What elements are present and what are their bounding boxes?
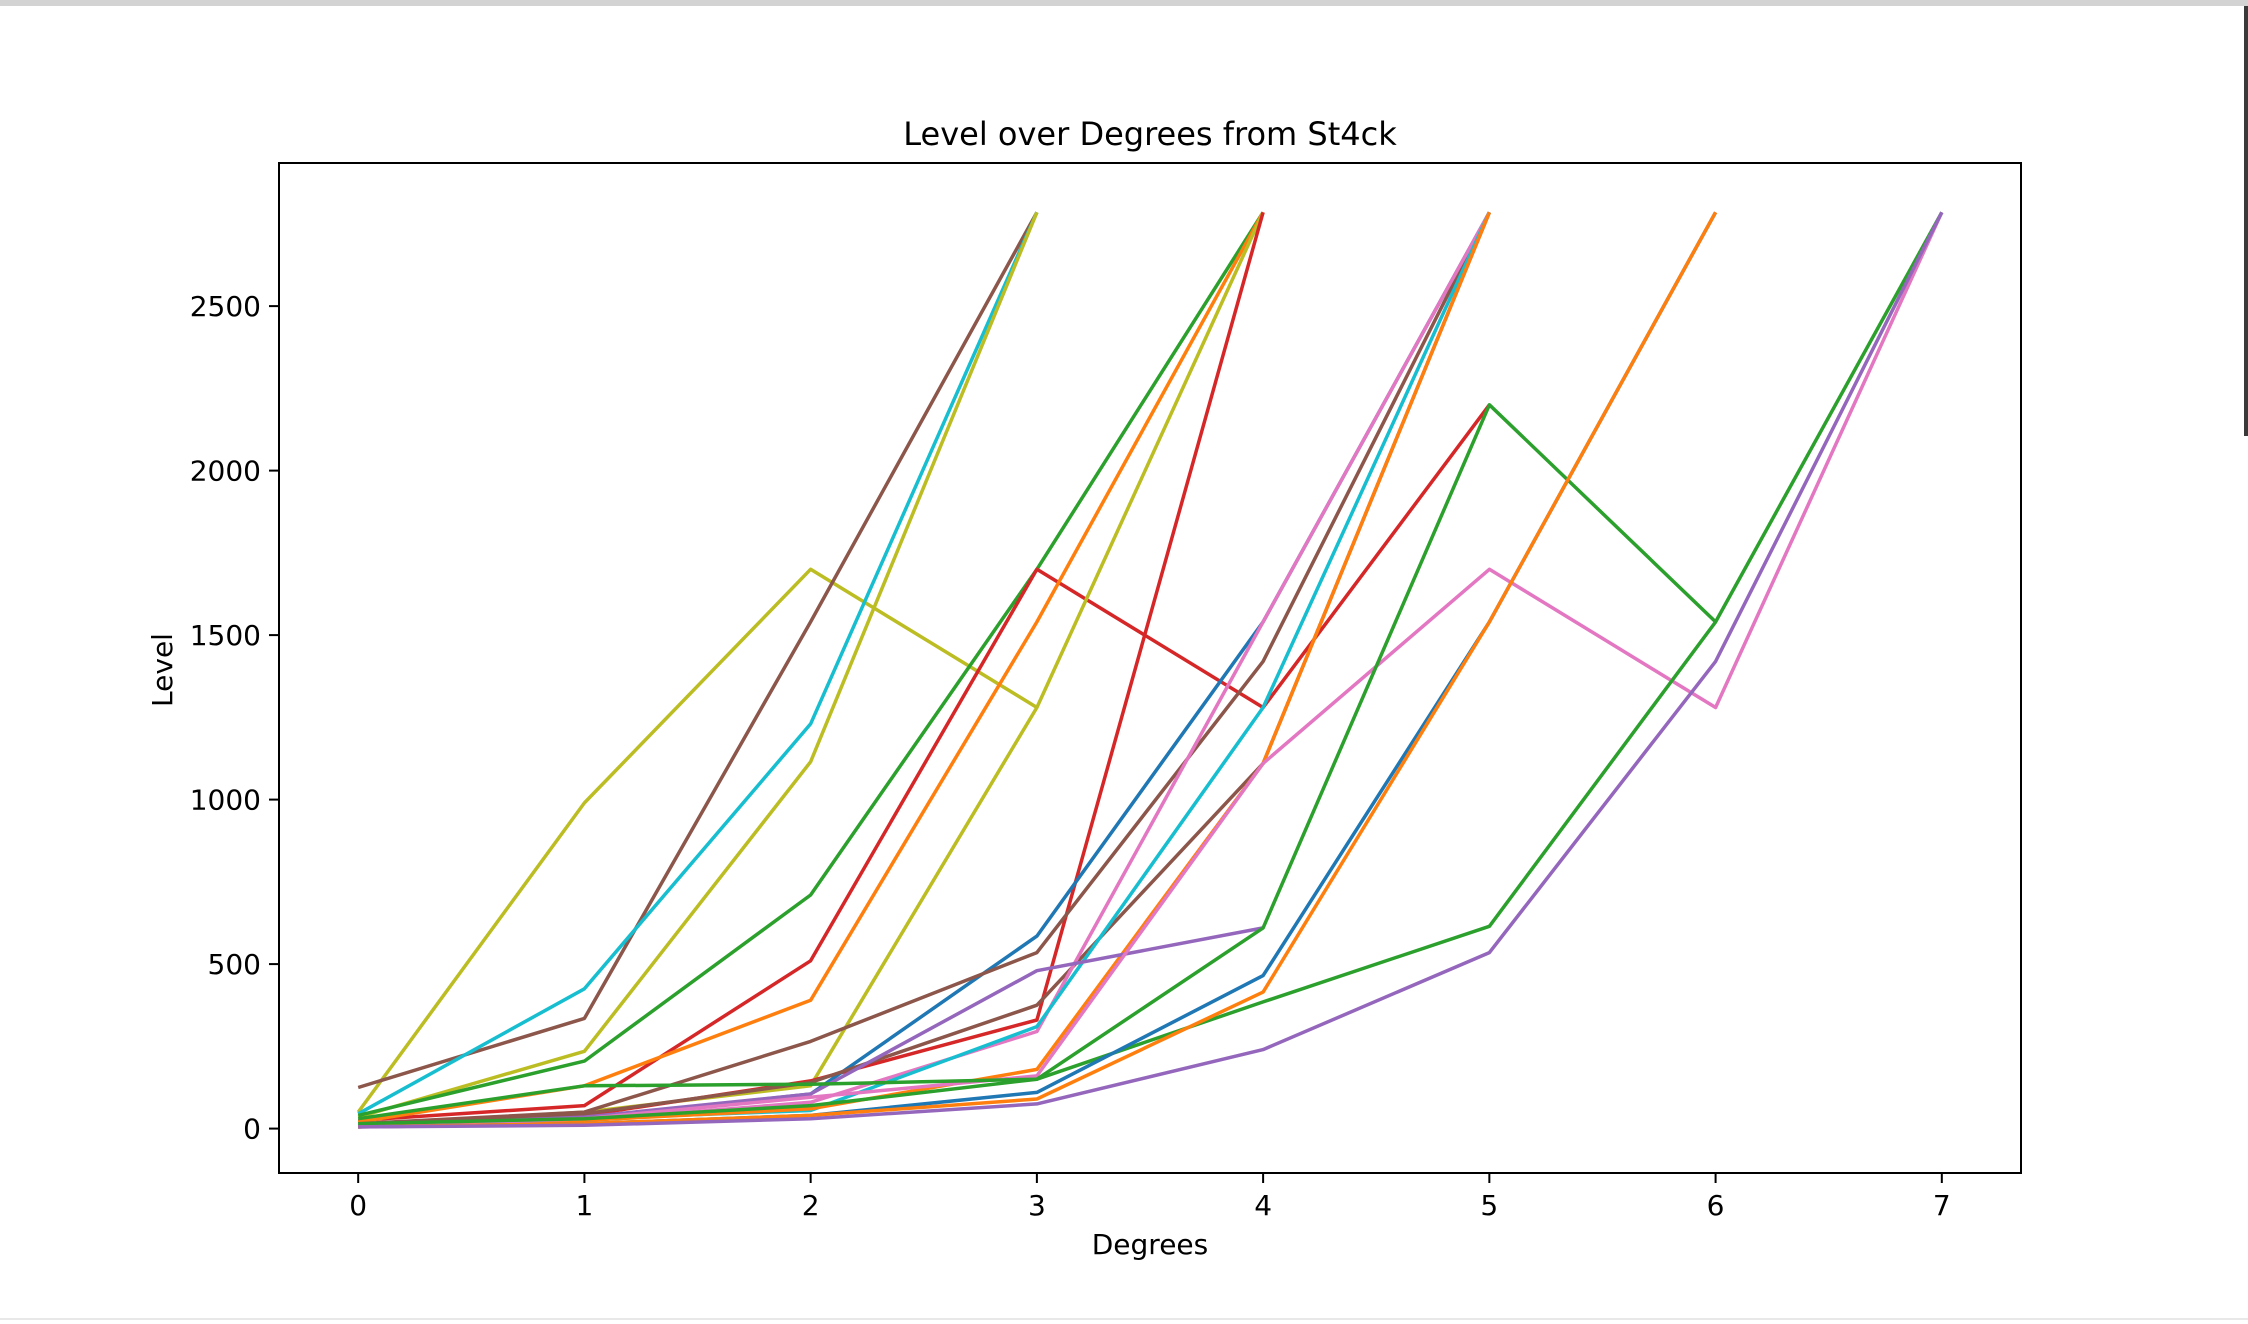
x-tick-label: 7 [1933, 1189, 1951, 1222]
window-bottom-border [0, 1318, 2248, 1320]
y-tick-label: 1000 [190, 784, 261, 817]
series-line-11 [358, 211, 1491, 1126]
series-line-2 [357, 211, 1039, 1090]
series-line-20 [358, 211, 1718, 1129]
y-tick-label: 1500 [190, 619, 261, 652]
series-line-6 [358, 403, 1491, 1123]
series-line-12 [358, 211, 1492, 1128]
window-top-border [0, 0, 2248, 6]
series-line-13 [358, 211, 1491, 1129]
series-line-22 [358, 211, 1944, 1129]
x-tick-label: 4 [1254, 1189, 1272, 1222]
series-line-3 [357, 211, 1039, 1116]
x-tick-label: 3 [1028, 1189, 1046, 1222]
y-tick-label: 0 [243, 1113, 261, 1146]
series-line-21 [358, 211, 1718, 1129]
series-line-5 [357, 211, 1265, 1118]
series-layer [356, 211, 1944, 1129]
series-line-19 [357, 211, 1944, 1121]
series-line-9 [358, 211, 1265, 1128]
window-right-edge [2244, 6, 2248, 436]
x-tick-label: 2 [802, 1189, 820, 1222]
y-tick-label: 500 [208, 948, 261, 981]
series-line-7 [357, 211, 1265, 1124]
y-tick-label: 2000 [190, 455, 261, 488]
series-line-1 [356, 567, 1038, 1114]
plot-frame [278, 162, 2022, 1174]
ticks-layer: 0 1 2 3 4 5 6 7 0 500 1000 1500 2000 2500 [190, 290, 1951, 1222]
series-line-17 [358, 211, 1944, 1129]
x-axis-label: Degrees [1092, 1228, 1209, 1261]
chart-title: Level over Degrees from St4ck [903, 115, 1397, 153]
series-line-4 [357, 211, 1039, 1119]
series-line-8 [358, 211, 1265, 1128]
x-tick-label: 1 [576, 1189, 594, 1222]
x-tick-label: 6 [1707, 1189, 1725, 1222]
series-line-14 [358, 211, 1491, 1128]
y-axis-label: Level [146, 633, 179, 707]
y-tick-label: 2500 [190, 290, 261, 323]
series-line-15 [358, 211, 1492, 1129]
x-tick-label: 0 [349, 1189, 367, 1222]
series-line-10 [358, 211, 1491, 1128]
x-tick-label: 5 [1480, 1189, 1498, 1222]
